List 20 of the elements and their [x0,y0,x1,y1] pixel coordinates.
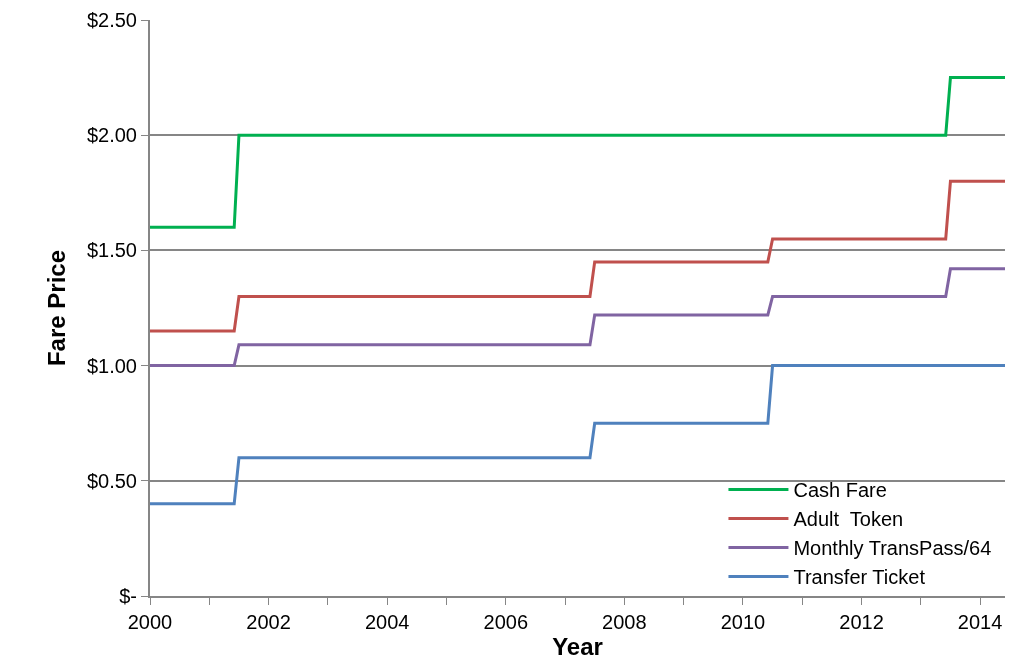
x-tick-label: 2008 [602,611,647,633]
x-axis-title: Year [552,633,603,660]
x-tick-label: 2002 [246,611,291,633]
y-tick-label: $2.00 [86,124,137,147]
legend-label: Cash Fare [793,479,887,502]
x-tick-label: 2004 [364,611,410,633]
y-axis-title: Fare Price [42,249,70,367]
y-tick-label: $1.50 [86,239,137,262]
x-tick-label: 2000 [127,611,173,633]
y-tick-label: $0.50 [86,469,137,492]
y-tick-label: $1.00 [86,354,137,377]
y-tick-label: $2.50 [86,9,137,31]
legend-label: Monthly TransPass/64 [793,537,992,560]
x-tick-label: 2012 [839,611,884,633]
legend-label: Adult Token [793,508,904,531]
x-tick-label: 2006 [483,611,529,633]
y-tick-label: $- [119,585,137,607]
x-tick-label: 2014 [957,611,1003,633]
x-tick-label: 2010 [720,611,766,633]
legend-label: Transfer Ticket [793,566,926,589]
